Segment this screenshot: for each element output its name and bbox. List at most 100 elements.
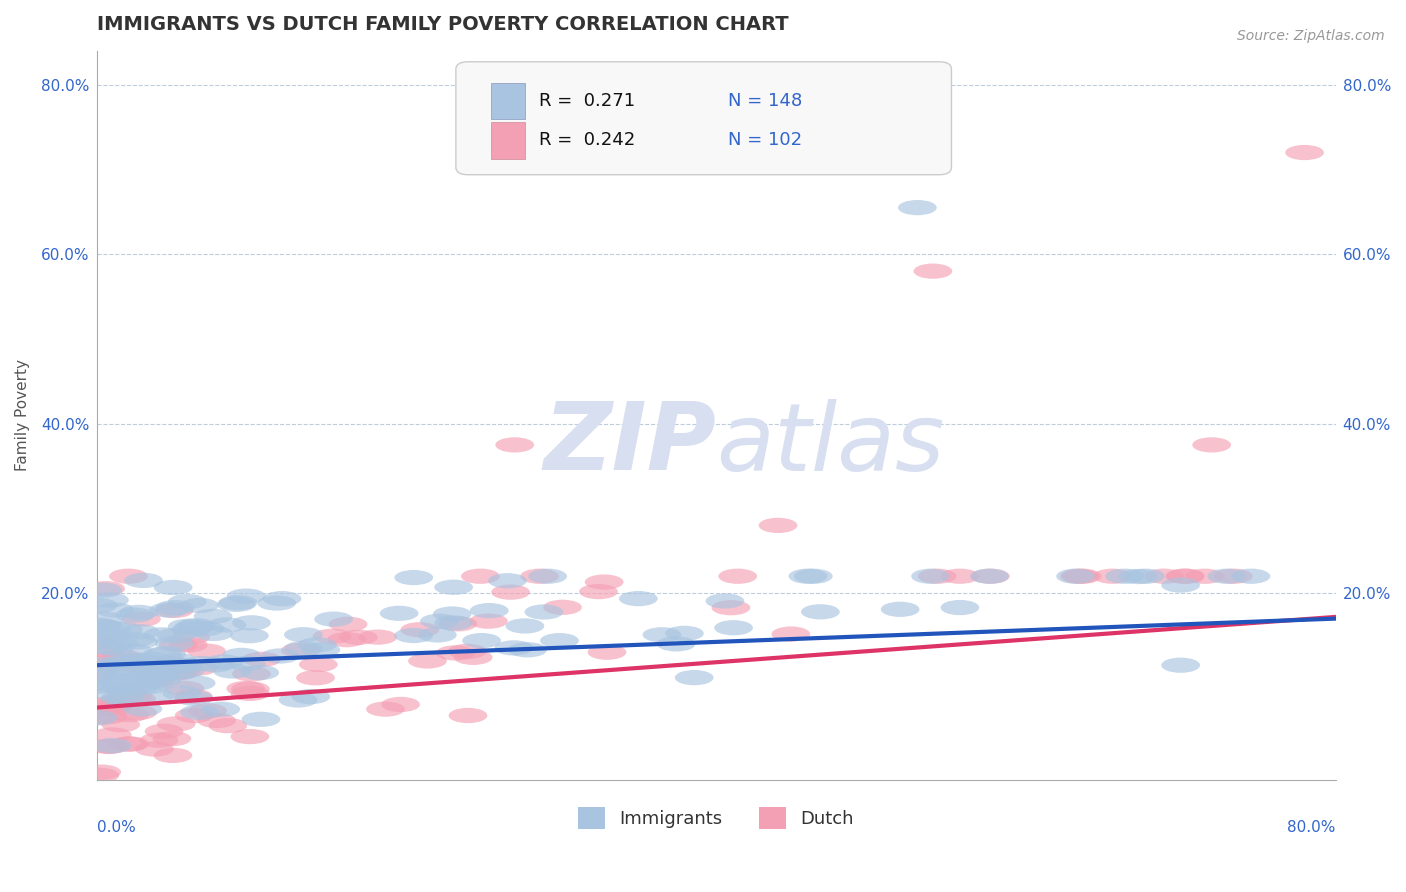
Ellipse shape xyxy=(166,663,204,679)
Ellipse shape xyxy=(187,643,226,659)
Ellipse shape xyxy=(491,584,530,599)
Ellipse shape xyxy=(174,690,214,706)
Ellipse shape xyxy=(1192,437,1232,452)
Ellipse shape xyxy=(1056,568,1095,584)
Ellipse shape xyxy=(284,627,323,642)
Ellipse shape xyxy=(134,652,172,667)
Ellipse shape xyxy=(665,625,704,641)
Text: ZIP: ZIP xyxy=(543,399,716,491)
Ellipse shape xyxy=(148,647,186,662)
Ellipse shape xyxy=(90,627,128,642)
Ellipse shape xyxy=(257,596,297,611)
Ellipse shape xyxy=(150,656,188,671)
Ellipse shape xyxy=(115,607,155,623)
Ellipse shape xyxy=(242,712,280,727)
Ellipse shape xyxy=(208,718,247,733)
Ellipse shape xyxy=(278,692,318,707)
Ellipse shape xyxy=(434,580,472,595)
Ellipse shape xyxy=(1161,577,1199,592)
Ellipse shape xyxy=(433,607,471,622)
Ellipse shape xyxy=(90,640,128,656)
Ellipse shape xyxy=(89,709,127,724)
Ellipse shape xyxy=(80,617,120,632)
Ellipse shape xyxy=(103,648,141,665)
Ellipse shape xyxy=(394,628,433,643)
Ellipse shape xyxy=(107,669,146,684)
Ellipse shape xyxy=(1060,568,1099,584)
Ellipse shape xyxy=(201,702,240,717)
Ellipse shape xyxy=(89,631,128,646)
Ellipse shape xyxy=(180,598,219,613)
Ellipse shape xyxy=(297,670,335,685)
Ellipse shape xyxy=(395,570,433,585)
Text: atlas: atlas xyxy=(716,399,945,490)
Ellipse shape xyxy=(122,612,160,627)
Ellipse shape xyxy=(167,619,207,634)
Ellipse shape xyxy=(188,703,226,718)
Ellipse shape xyxy=(186,621,225,636)
Ellipse shape xyxy=(87,668,127,683)
Ellipse shape xyxy=(918,568,956,584)
Text: R =  0.271: R = 0.271 xyxy=(538,92,636,110)
Ellipse shape xyxy=(183,656,222,671)
Text: 80.0%: 80.0% xyxy=(1286,820,1336,835)
Ellipse shape xyxy=(197,713,236,728)
Ellipse shape xyxy=(89,739,128,754)
Ellipse shape xyxy=(135,741,174,756)
Ellipse shape xyxy=(145,723,183,739)
Ellipse shape xyxy=(120,680,157,695)
Ellipse shape xyxy=(101,664,139,679)
Ellipse shape xyxy=(139,657,179,672)
Ellipse shape xyxy=(117,653,155,668)
Ellipse shape xyxy=(100,635,138,650)
Ellipse shape xyxy=(169,637,208,652)
Ellipse shape xyxy=(135,688,174,704)
Ellipse shape xyxy=(153,747,193,763)
Ellipse shape xyxy=(461,568,499,584)
Ellipse shape xyxy=(156,665,195,680)
Ellipse shape xyxy=(96,640,134,657)
Ellipse shape xyxy=(143,647,181,662)
Ellipse shape xyxy=(101,690,139,706)
Ellipse shape xyxy=(96,602,135,618)
Ellipse shape xyxy=(83,764,121,780)
Ellipse shape xyxy=(380,606,419,621)
Ellipse shape xyxy=(714,620,754,635)
Ellipse shape xyxy=(420,614,458,629)
Ellipse shape xyxy=(381,697,420,712)
Ellipse shape xyxy=(163,658,201,673)
Ellipse shape xyxy=(898,200,936,215)
Ellipse shape xyxy=(110,707,149,723)
Ellipse shape xyxy=(219,595,257,610)
Ellipse shape xyxy=(105,690,145,705)
FancyBboxPatch shape xyxy=(491,122,526,159)
Ellipse shape xyxy=(83,582,122,598)
Ellipse shape xyxy=(914,263,952,279)
Ellipse shape xyxy=(281,643,319,658)
Ellipse shape xyxy=(619,591,658,607)
Ellipse shape xyxy=(174,707,214,723)
Ellipse shape xyxy=(657,636,696,651)
FancyBboxPatch shape xyxy=(456,62,952,175)
Ellipse shape xyxy=(142,672,181,687)
Text: IMMIGRANTS VS DUTCH FAMILY POVERTY CORRELATION CHART: IMMIGRANTS VS DUTCH FAMILY POVERTY CORRE… xyxy=(97,15,789,34)
Ellipse shape xyxy=(359,630,396,645)
Ellipse shape xyxy=(260,648,299,664)
Ellipse shape xyxy=(110,568,148,584)
Ellipse shape xyxy=(1166,568,1205,584)
Ellipse shape xyxy=(1126,568,1166,584)
Ellipse shape xyxy=(506,618,544,633)
Ellipse shape xyxy=(79,679,118,694)
Ellipse shape xyxy=(83,656,121,671)
Ellipse shape xyxy=(208,617,246,632)
Ellipse shape xyxy=(143,666,181,682)
Ellipse shape xyxy=(1185,568,1225,584)
Ellipse shape xyxy=(1285,145,1324,161)
Ellipse shape xyxy=(801,604,839,619)
Ellipse shape xyxy=(101,717,141,732)
Ellipse shape xyxy=(585,574,623,590)
Ellipse shape xyxy=(263,591,301,607)
Ellipse shape xyxy=(1119,569,1157,584)
Ellipse shape xyxy=(124,573,163,588)
Ellipse shape xyxy=(157,628,195,643)
